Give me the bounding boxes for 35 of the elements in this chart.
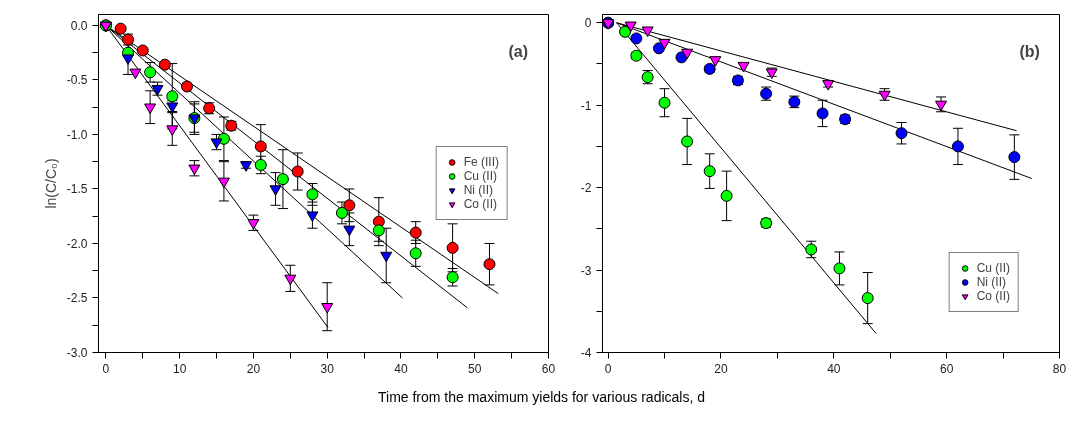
y-tick-label: -3 bbox=[580, 263, 592, 278]
x-tick-label: 0 bbox=[102, 361, 110, 376]
x-tick-label: 0 bbox=[604, 361, 612, 376]
annotation: (a) bbox=[508, 42, 529, 60]
x-tick-label: 60 bbox=[939, 361, 954, 376]
x-tick-label: 20 bbox=[714, 361, 728, 376]
legend-label: Cu (II) bbox=[976, 261, 1010, 275]
y-tick-label: 0.0 bbox=[70, 18, 88, 33]
legend-label: Ni (II) bbox=[463, 183, 493, 197]
y-tick-label: 0 bbox=[584, 16, 592, 31]
y-tick-label: -1.5 bbox=[66, 182, 88, 197]
y-axis-title: ln(C/C₀) bbox=[42, 158, 59, 209]
x-axis-title: Time from the maximum yields for various radicals, d bbox=[377, 388, 706, 407]
y-tick-label: -2.0 bbox=[66, 236, 88, 251]
legend-label: Fe (III) bbox=[463, 155, 499, 169]
x-tick-label: 40 bbox=[827, 361, 841, 376]
y-tick-label: -2 bbox=[580, 181, 592, 196]
annotation: (b) bbox=[1019, 42, 1040, 60]
y-tick-label: -2.5 bbox=[66, 291, 88, 306]
x-tick-label: 50 bbox=[468, 361, 482, 376]
y-tick-label: -3.0 bbox=[66, 346, 88, 360]
legend-label: Co (II) bbox=[976, 289, 1010, 303]
x-tick-label: 10 bbox=[172, 361, 187, 376]
y-tick-label: -1.0 bbox=[66, 127, 88, 142]
legend-label: Cu (II) bbox=[463, 169, 497, 183]
x-tick-label: 60 bbox=[541, 361, 556, 376]
legend-label: Ni (II) bbox=[976, 275, 1006, 289]
x-tick-label: 80 bbox=[1052, 361, 1067, 376]
x-tick-label: 30 bbox=[320, 361, 335, 376]
x-tick-label: 40 bbox=[394, 361, 408, 376]
y-tick-label: -0.5 bbox=[66, 73, 88, 88]
legend-label: Co (II) bbox=[463, 197, 497, 211]
x-tick-label: 20 bbox=[246, 361, 261, 376]
y-tick-label: -4 bbox=[580, 346, 592, 360]
y-tick-label: -1 bbox=[580, 98, 592, 113]
